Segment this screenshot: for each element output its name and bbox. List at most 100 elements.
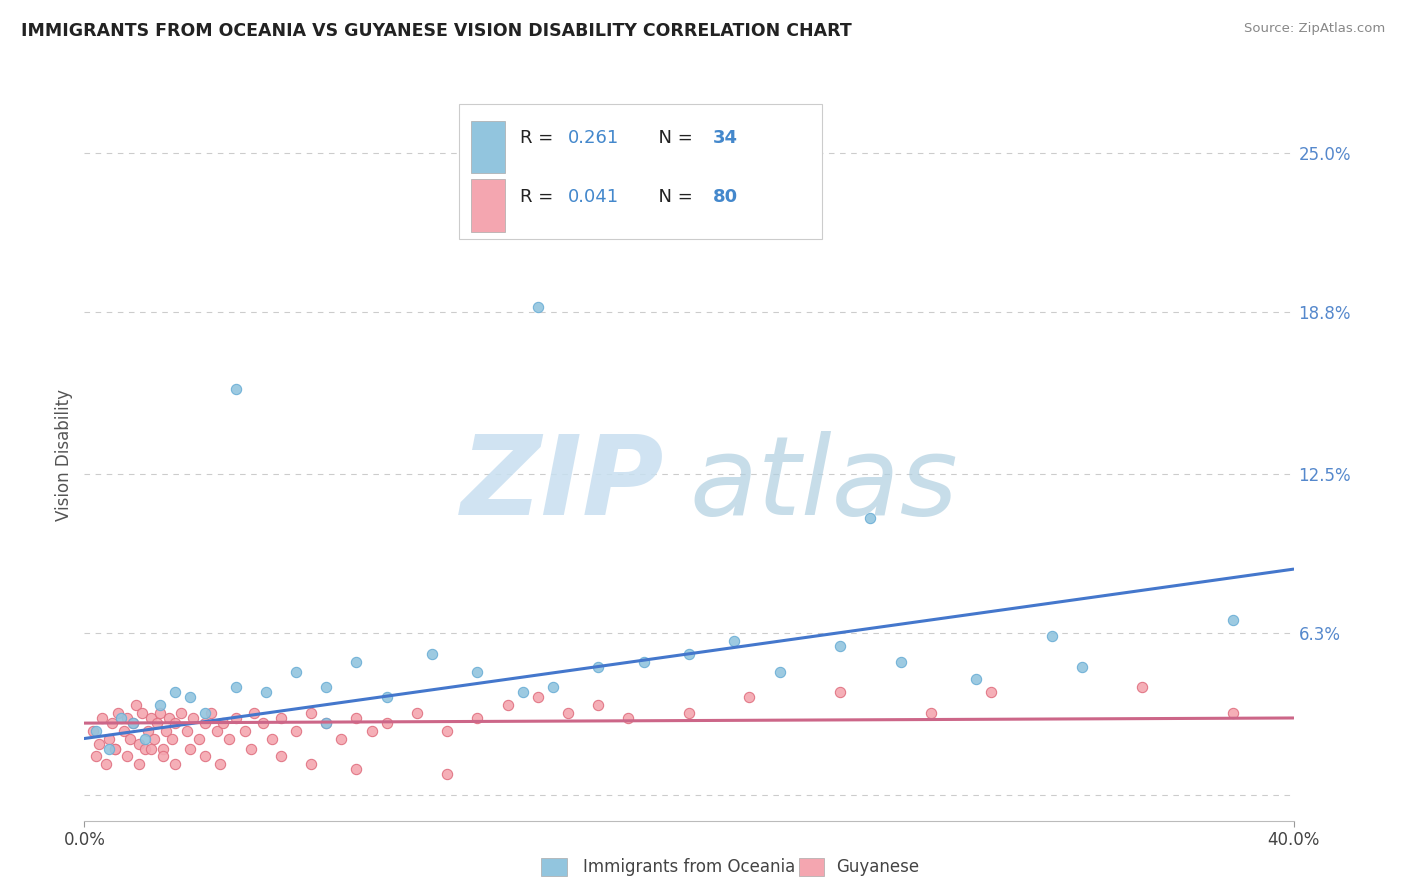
Point — [188, 731, 211, 746]
Text: 34: 34 — [713, 129, 738, 147]
Point — [420, 647, 443, 661]
Point — [179, 741, 201, 756]
Point — [285, 665, 308, 679]
Point — [176, 723, 198, 738]
Point — [980, 685, 1002, 699]
Point — [769, 665, 792, 679]
Point — [86, 723, 108, 738]
Point — [678, 647, 700, 661]
Point — [723, 634, 745, 648]
Point — [299, 706, 322, 720]
Point — [588, 698, 610, 713]
Point — [86, 749, 108, 764]
Point — [346, 655, 368, 669]
Point — [149, 698, 172, 713]
Point — [118, 731, 141, 746]
Text: N =: N = — [647, 188, 699, 206]
Point — [200, 706, 222, 720]
Point — [315, 680, 337, 694]
Text: R =: R = — [520, 188, 558, 206]
Text: 0.041: 0.041 — [568, 188, 619, 206]
Point — [285, 723, 308, 738]
Point — [830, 639, 852, 653]
Point — [541, 680, 564, 694]
Point — [212, 716, 235, 731]
Point — [155, 723, 177, 738]
Point — [179, 690, 201, 705]
Point — [89, 737, 111, 751]
Point — [112, 723, 135, 738]
Point — [131, 706, 153, 720]
Point — [375, 690, 398, 705]
Text: ZIP: ZIP — [461, 431, 665, 538]
Point — [165, 685, 187, 699]
Point — [139, 711, 162, 725]
Point — [110, 711, 132, 725]
Point — [239, 741, 262, 756]
Point — [209, 757, 232, 772]
Point — [194, 749, 217, 764]
Point — [104, 741, 127, 756]
Point — [252, 716, 274, 731]
Point — [115, 711, 138, 725]
Point — [225, 383, 247, 397]
Point — [496, 698, 519, 713]
Point — [890, 655, 912, 669]
Text: N =: N = — [647, 129, 699, 147]
Text: atlas: atlas — [689, 431, 957, 538]
Point — [406, 706, 429, 720]
Point — [225, 680, 247, 694]
Point — [146, 716, 169, 731]
FancyBboxPatch shape — [460, 103, 823, 239]
Point — [436, 767, 458, 781]
Point — [194, 706, 217, 720]
Point — [346, 711, 368, 725]
Point — [299, 757, 322, 772]
FancyBboxPatch shape — [471, 120, 505, 173]
Point — [1222, 614, 1244, 628]
Point — [152, 741, 174, 756]
Point — [678, 706, 700, 720]
Point — [588, 659, 610, 673]
Point — [225, 711, 247, 725]
Point — [91, 711, 114, 725]
Text: 80: 80 — [713, 188, 738, 206]
Point — [160, 731, 183, 746]
Point — [136, 723, 159, 738]
Point — [165, 757, 187, 772]
Point — [1071, 659, 1094, 673]
Point — [512, 685, 534, 699]
Point — [270, 711, 292, 725]
Point — [859, 510, 882, 524]
Point — [1040, 629, 1063, 643]
Point — [134, 731, 156, 746]
Point — [194, 716, 217, 731]
Point — [557, 706, 579, 720]
Point — [157, 711, 180, 725]
Point — [315, 716, 337, 731]
Point — [107, 706, 129, 720]
Point — [270, 749, 292, 764]
Point — [128, 737, 150, 751]
Point — [346, 762, 368, 776]
Point — [207, 723, 229, 738]
Point — [330, 731, 353, 746]
Point — [121, 716, 143, 731]
Point — [467, 665, 489, 679]
Point — [170, 706, 193, 720]
Point — [115, 749, 138, 764]
Point — [527, 301, 550, 315]
Point — [233, 723, 256, 738]
Point — [152, 749, 174, 764]
Point — [128, 757, 150, 772]
Point — [139, 741, 162, 756]
Text: Immigrants from Oceania: Immigrants from Oceania — [583, 858, 796, 876]
Point — [121, 716, 143, 731]
Point — [218, 731, 240, 746]
Point — [149, 706, 172, 720]
Point — [1222, 706, 1244, 720]
Point — [830, 685, 852, 699]
FancyBboxPatch shape — [471, 179, 505, 232]
Point — [633, 655, 655, 669]
Point — [375, 716, 398, 731]
